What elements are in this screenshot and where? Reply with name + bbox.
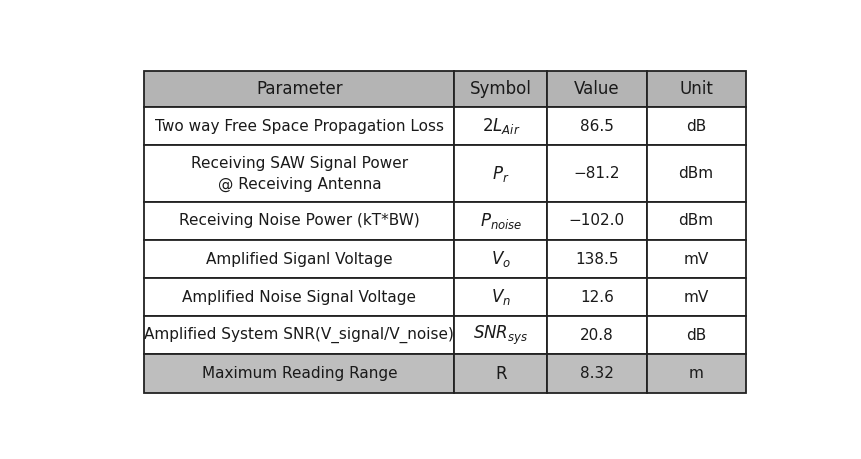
Text: mV: mV: [683, 252, 708, 267]
Text: $P_{r}$: $P_{r}$: [492, 164, 509, 184]
Bar: [454, 316, 547, 354]
Text: Two way Free Space Propagation Loss: Two way Free Space Propagation Loss: [155, 119, 443, 134]
Bar: [145, 202, 454, 240]
Text: $V_{n}$: $V_{n}$: [490, 287, 510, 307]
Bar: [646, 71, 745, 107]
Text: $SNR_{sys}$: $SNR_{sys}$: [473, 324, 528, 347]
Bar: [145, 71, 454, 107]
Text: Amplified System SNR(V_signal/V_noise): Amplified System SNR(V_signal/V_noise): [144, 327, 454, 343]
Text: Receiving Noise Power (kT*BW): Receiving Noise Power (kT*BW): [179, 213, 419, 229]
Text: 138.5: 138.5: [574, 252, 618, 267]
Bar: [547, 202, 646, 240]
Bar: [454, 71, 547, 107]
Bar: [454, 146, 547, 202]
Bar: [454, 354, 547, 392]
Text: Unit: Unit: [678, 80, 712, 98]
Text: 86.5: 86.5: [579, 119, 613, 134]
Bar: [547, 107, 646, 146]
Bar: [454, 202, 547, 240]
Bar: [547, 240, 646, 278]
Text: dB: dB: [685, 328, 705, 343]
Bar: [646, 316, 745, 354]
Bar: [454, 240, 547, 278]
Text: R: R: [494, 364, 506, 382]
Text: dBm: dBm: [678, 166, 713, 181]
Bar: [547, 354, 646, 392]
Text: dB: dB: [685, 119, 705, 134]
Bar: [547, 316, 646, 354]
Text: 12.6: 12.6: [579, 290, 613, 305]
Text: 8.32: 8.32: [579, 366, 613, 381]
Bar: [145, 278, 454, 316]
Bar: [145, 146, 454, 202]
Bar: [454, 278, 547, 316]
Bar: [145, 240, 454, 278]
Bar: [646, 107, 745, 146]
Text: Value: Value: [573, 80, 619, 98]
Text: Receiving SAW Signal Power
@ Receiving Antenna: Receiving SAW Signal Power @ Receiving A…: [190, 156, 407, 192]
Text: Parameter: Parameter: [256, 80, 342, 98]
Text: Amplified Siganl Voltage: Amplified Siganl Voltage: [206, 252, 392, 267]
Text: $2L_{Air}$: $2L_{Air}$: [481, 117, 519, 136]
Text: mV: mV: [683, 290, 708, 305]
Text: $V_{o}$: $V_{o}$: [490, 249, 510, 269]
Text: Amplified Noise Signal Voltage: Amplified Noise Signal Voltage: [183, 290, 416, 305]
Bar: [547, 71, 646, 107]
Text: 20.8: 20.8: [579, 328, 613, 343]
Bar: [145, 316, 454, 354]
Bar: [454, 107, 547, 146]
Bar: [547, 278, 646, 316]
Bar: [646, 240, 745, 278]
Bar: [646, 354, 745, 392]
Bar: [646, 202, 745, 240]
Text: −81.2: −81.2: [573, 166, 619, 181]
Text: −102.0: −102.0: [568, 213, 624, 229]
Text: $P_{noise}$: $P_{noise}$: [479, 211, 522, 231]
Bar: [646, 278, 745, 316]
Text: m: m: [688, 366, 703, 381]
Text: Symbol: Symbol: [469, 80, 531, 98]
Bar: [145, 107, 454, 146]
Bar: [145, 354, 454, 392]
Text: dBm: dBm: [678, 213, 713, 229]
Bar: [646, 146, 745, 202]
Text: Maximum Reading Range: Maximum Reading Range: [201, 366, 397, 381]
Bar: [547, 146, 646, 202]
